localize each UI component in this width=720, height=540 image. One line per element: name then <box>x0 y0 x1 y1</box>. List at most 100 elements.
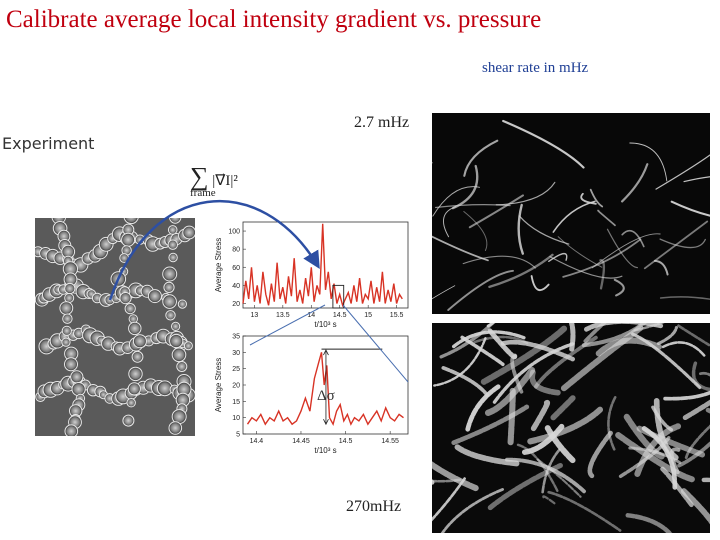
strand <box>599 259 606 290</box>
gradient-formula: ∑ |∇⃗I|² frame <box>190 164 238 199</box>
cell <box>171 321 181 331</box>
strand <box>580 192 597 205</box>
strand <box>617 436 671 479</box>
y-tick-label: 10 <box>232 415 240 422</box>
cell <box>183 341 193 351</box>
x-tick-label: 14.5 <box>333 312 347 319</box>
strand <box>432 479 435 485</box>
chart-frame <box>242 221 409 309</box>
strand <box>533 335 598 390</box>
strand <box>587 430 613 479</box>
strand <box>682 399 710 421</box>
strand <box>507 387 516 446</box>
y-tick-label: 20 <box>232 383 240 390</box>
strand <box>568 323 576 352</box>
strand <box>659 465 694 508</box>
simulation-image-bottom <box>432 323 710 533</box>
cell <box>61 325 72 336</box>
strand <box>432 161 433 164</box>
strand <box>433 337 487 387</box>
cell <box>131 350 144 363</box>
x-axis-label: t/10³ s <box>314 446 336 455</box>
cell <box>177 299 187 309</box>
strand <box>621 163 649 203</box>
strand <box>530 399 551 432</box>
strand <box>607 396 617 451</box>
cell <box>165 310 176 321</box>
strand <box>439 323 495 359</box>
strand <box>659 296 710 300</box>
strand <box>462 255 536 269</box>
cell <box>128 314 139 324</box>
cell <box>61 337 71 347</box>
y-tick-label: 40 <box>232 283 240 290</box>
strand <box>683 176 710 183</box>
strand <box>669 447 681 475</box>
y-tick-label: 80 <box>232 247 240 254</box>
strand <box>463 211 488 251</box>
cell <box>128 366 143 382</box>
experiment-label: Experiment <box>2 134 95 153</box>
cell <box>167 239 179 250</box>
cell <box>182 225 195 240</box>
cell <box>169 333 184 349</box>
strand <box>625 513 673 533</box>
simulation-image-top <box>432 113 710 314</box>
x-axis-label: t/10³ s <box>314 320 336 329</box>
cell <box>62 313 73 324</box>
x-tick-label: 14 <box>307 312 315 319</box>
strand <box>583 323 607 343</box>
x-tick-label: 13.5 <box>276 312 290 319</box>
strand <box>495 181 556 206</box>
cell <box>70 370 84 384</box>
x-tick-label: 14.45 <box>292 438 310 445</box>
sum-subscript: frame <box>190 187 216 199</box>
strand <box>562 238 642 278</box>
cell <box>162 266 178 282</box>
strand <box>432 235 489 262</box>
strand <box>530 275 550 292</box>
strand <box>544 425 576 464</box>
sum-symbol: ∑ <box>190 162 209 191</box>
strand <box>591 233 661 269</box>
strand <box>701 477 710 483</box>
stress-chart-full: 13 13.5 14 14.5 15 15.5 100 80 60 40 20 Average Str… <box>214 221 409 329</box>
strand <box>452 330 526 349</box>
x-tick-label: 14.5 <box>339 438 353 445</box>
strand <box>487 462 563 511</box>
strand <box>633 323 665 332</box>
strand <box>518 215 570 245</box>
x-tick-label: 14.55 <box>381 438 399 445</box>
cell <box>123 218 139 225</box>
strand <box>550 395 576 421</box>
y-axis-label: Average Stress <box>214 238 223 293</box>
strand <box>432 285 456 300</box>
cell <box>163 281 175 293</box>
y-tick-label: 5 <box>236 432 240 439</box>
cell <box>71 382 86 397</box>
strand <box>484 366 536 416</box>
strand <box>597 209 616 227</box>
strand <box>677 324 710 347</box>
cell <box>124 303 136 315</box>
strand <box>606 228 638 269</box>
strand <box>589 188 604 208</box>
cell <box>168 421 183 435</box>
strand <box>631 332 702 390</box>
strand <box>691 361 710 392</box>
delta-sigma-label: Δσ <box>316 388 335 405</box>
y-tick-label: 35 <box>232 334 240 341</box>
strand <box>442 206 457 238</box>
strand <box>548 252 568 262</box>
cell <box>121 232 136 247</box>
experiment-image <box>35 218 195 436</box>
cell <box>126 398 136 408</box>
series-line <box>246 352 404 427</box>
strand <box>659 238 706 249</box>
strand <box>549 256 623 279</box>
strand <box>613 278 625 297</box>
stress-chart-zoom: 14.4 14.45 14.5 14.55 35 30 25 20 15 10 5 Average S… <box>214 334 409 455</box>
strand <box>615 432 696 483</box>
strand <box>517 203 524 255</box>
